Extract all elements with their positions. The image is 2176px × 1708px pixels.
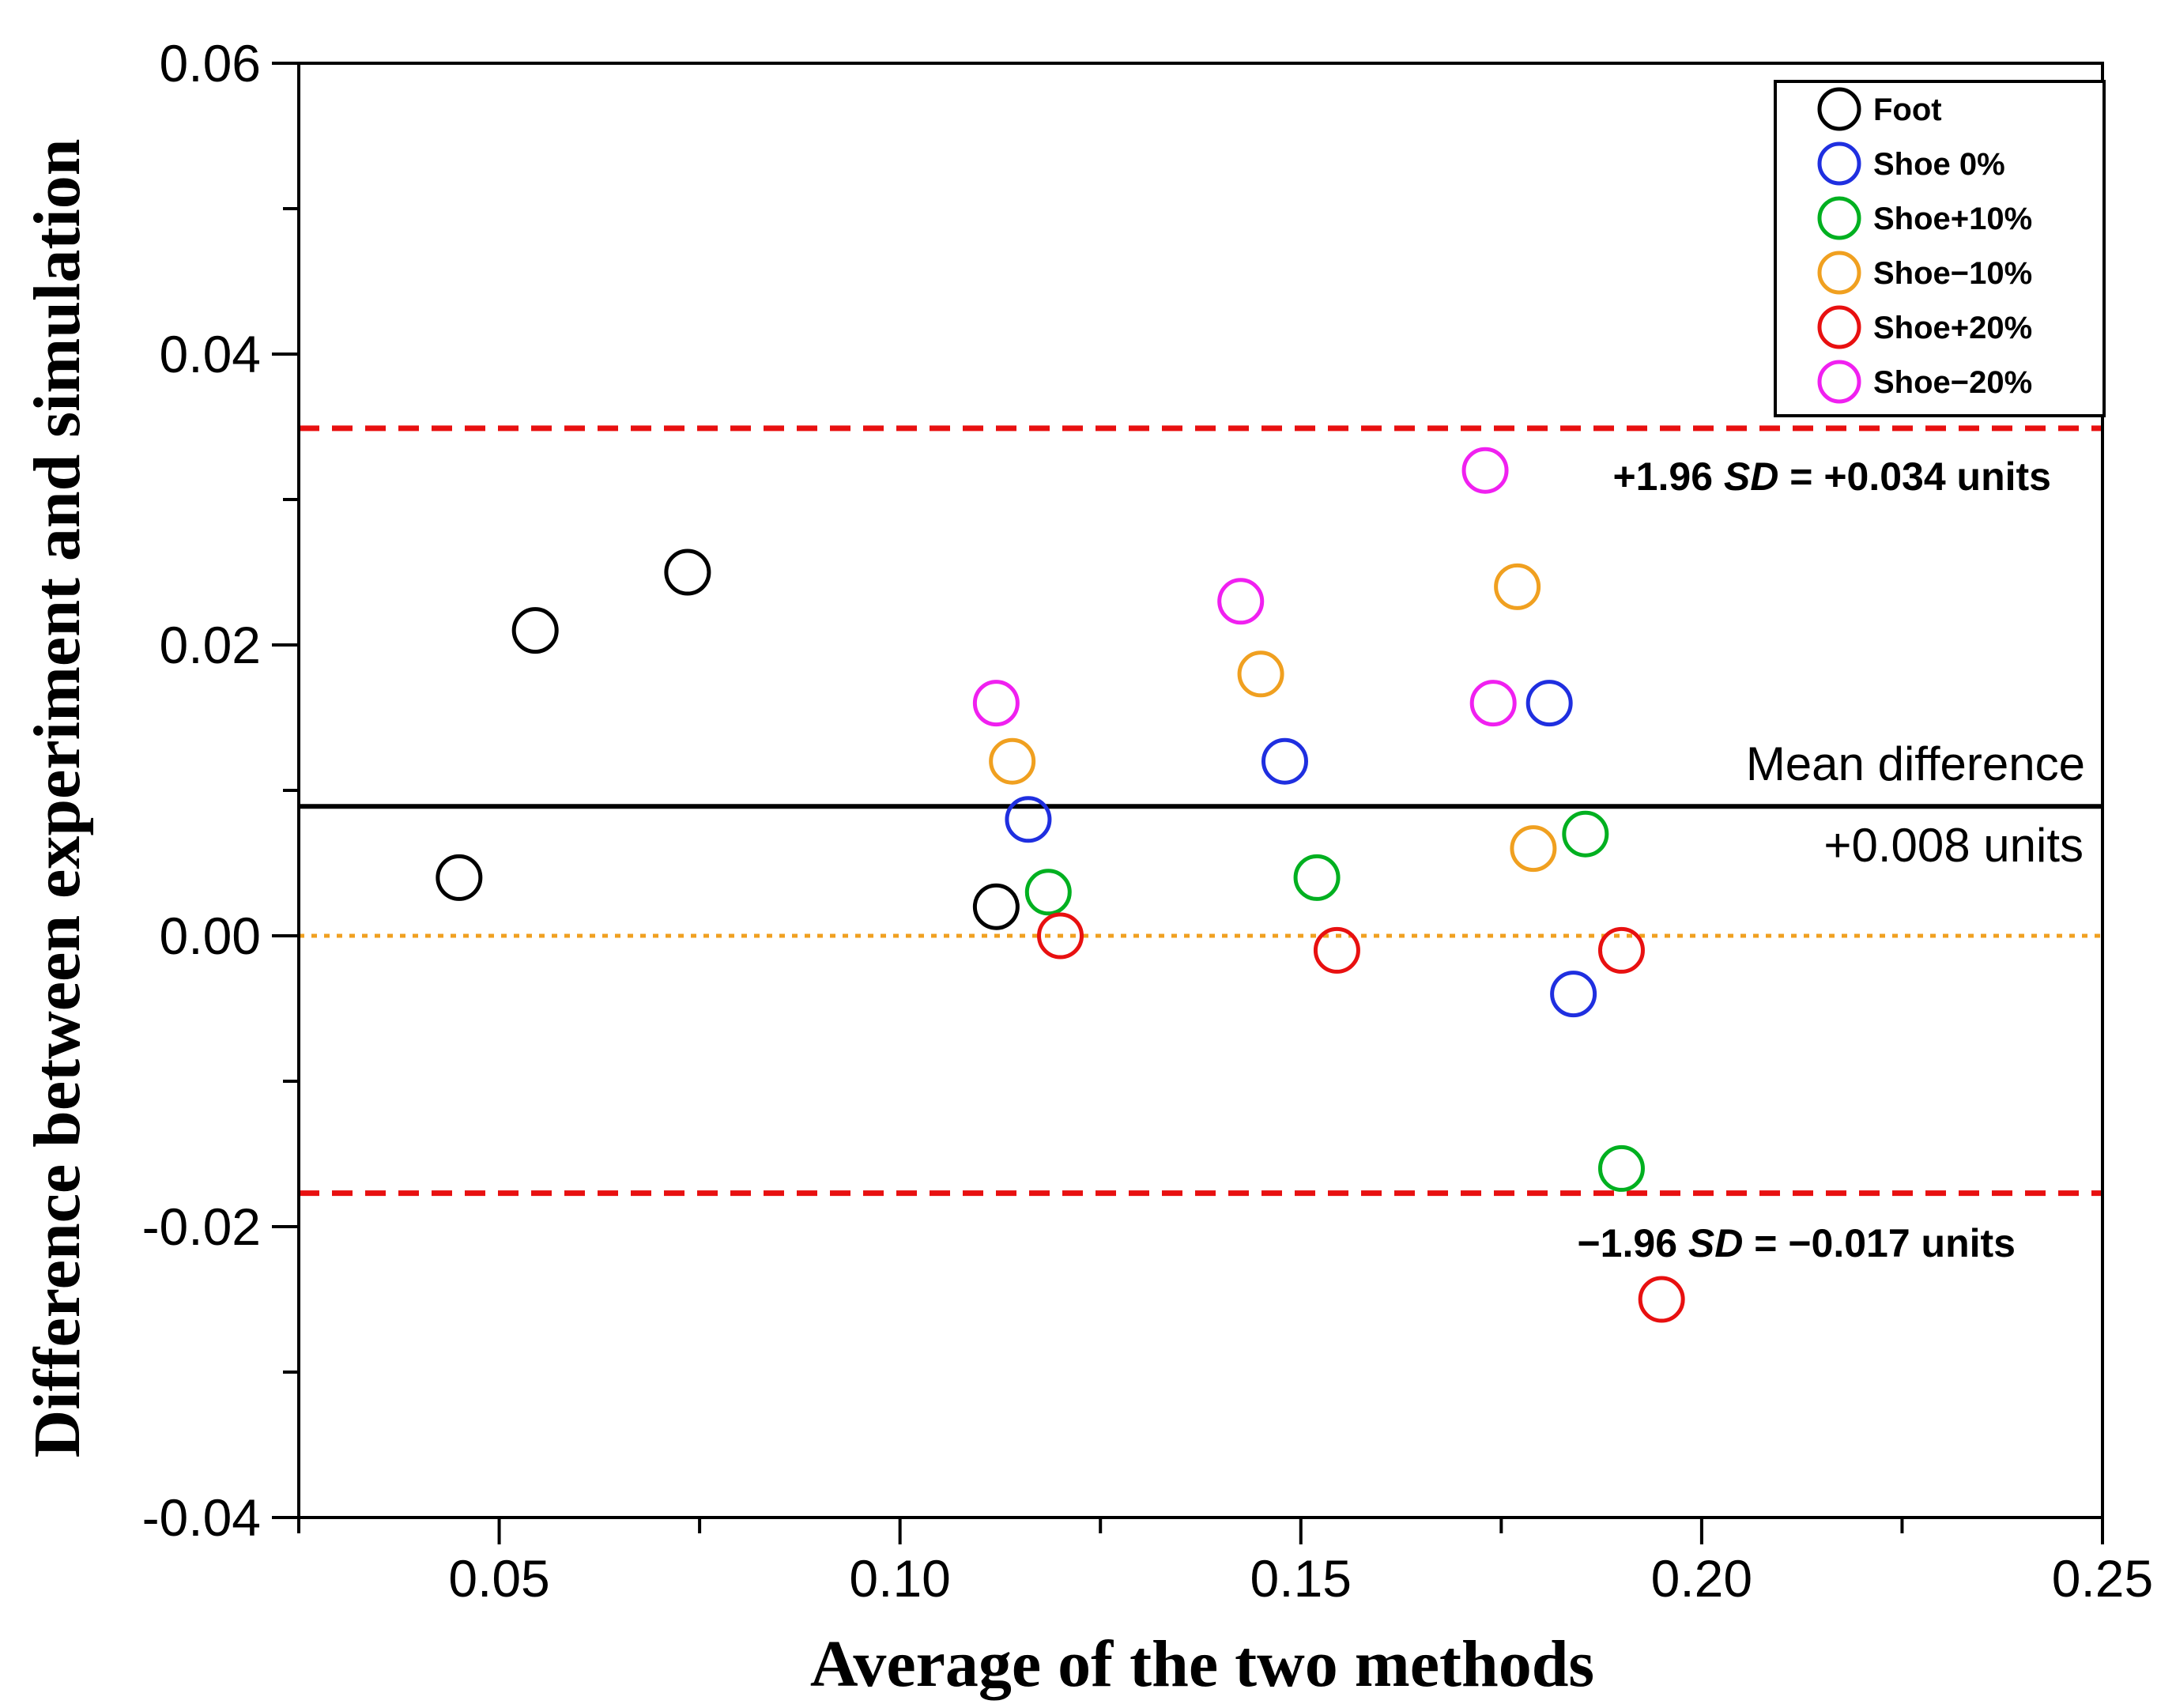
legend-box xyxy=(1774,80,2106,417)
data-point-shoe-0- xyxy=(1005,796,1052,843)
data-point-shoe-20- xyxy=(1313,926,1360,974)
data-point-foot xyxy=(664,549,711,596)
data-point-shoe-10- xyxy=(1597,1144,1645,1192)
mean-difference-label: Mean difference xyxy=(1746,737,2085,790)
data-point-foot xyxy=(436,854,483,901)
legend-marker xyxy=(1817,360,1861,404)
data-point-shoe-10- xyxy=(1237,650,1284,698)
lower-limit-sd: SD xyxy=(1688,1221,1743,1265)
upper-limit-prefix: +1.96 xyxy=(1612,454,1723,499)
x-tick-label: 0.15 xyxy=(1250,1549,1352,1608)
legend-marker xyxy=(1817,141,1861,186)
data-point-shoe-20- xyxy=(1638,1276,1685,1323)
data-point-shoe-10- xyxy=(989,737,1036,785)
y-tick-label: 0.00 xyxy=(160,907,261,965)
upper-limit-value: = +0.034 units xyxy=(1778,454,2051,499)
data-point-shoe-20- xyxy=(1037,912,1084,960)
data-point-shoe-10- xyxy=(1024,869,1072,916)
data-point-shoe-10- xyxy=(1562,810,1609,858)
x-tick-label: 0.05 xyxy=(448,1549,549,1608)
data-point-shoe-10- xyxy=(1510,825,1557,873)
data-point-foot xyxy=(511,607,559,654)
x-tick-label: 0.10 xyxy=(849,1549,950,1608)
legend: Foot Shoe 0% Shoe+10% Shoe−10% Shoe+20% Shoe−… xyxy=(1774,80,2106,417)
upper-limit-annotation: +1.96 SD = +0.034 units xyxy=(1612,454,2051,499)
legend-marker xyxy=(1817,305,1861,349)
data-point-shoe-20- xyxy=(1597,926,1645,974)
data-points xyxy=(436,447,1685,1323)
legend-label: Foot xyxy=(1873,92,1942,127)
plot-frame xyxy=(297,62,2104,1519)
mean-difference-value: +0.008 units xyxy=(1823,819,2084,872)
legend-marker xyxy=(1817,87,1861,131)
data-point-shoe-0- xyxy=(1550,971,1597,1018)
data-point-shoe-20- xyxy=(1461,447,1509,494)
lower-limit-value: = −0.017 units xyxy=(1743,1221,2016,1265)
legend-marker xyxy=(1817,196,1861,240)
y-tick-label: 0.06 xyxy=(160,34,261,92)
legend-label: Shoe−20% xyxy=(1873,365,2032,400)
legend-marker xyxy=(1817,251,1861,295)
data-point-foot xyxy=(972,883,1020,930)
y-tick-label: -0.02 xyxy=(142,1197,261,1256)
legend-label: Shoe+10% xyxy=(1873,202,2032,236)
lower-limit-prefix: −1.96 xyxy=(1577,1221,1688,1265)
data-point-shoe-0- xyxy=(1525,680,1573,727)
y-axis-title: Difference between experiment and simula… xyxy=(21,139,94,1458)
data-point-shoe-10- xyxy=(1293,854,1341,901)
legend-label: Shoe−10% xyxy=(1873,256,2032,291)
axis-ticks xyxy=(272,62,2104,1544)
axis-tick-labels: 0.05 0.10 0.15 0.20 0.25 -0.04 -0.02 0.00 0.02 0.… xyxy=(142,34,2154,1608)
lower-limit-annotation: −1.96 SD = −0.017 units xyxy=(1577,1221,2016,1265)
x-tick-label: 0.25 xyxy=(2052,1549,2153,1608)
y-tick-label: -0.04 xyxy=(142,1488,261,1547)
data-point-shoe-20- xyxy=(1217,578,1265,625)
x-axis-title: Average of the two methods xyxy=(810,1627,1594,1701)
y-tick-label: 0.02 xyxy=(160,616,261,674)
data-point-shoe-0- xyxy=(1261,737,1308,785)
data-point-shoe-20- xyxy=(1469,680,1517,727)
x-tick-label: 0.20 xyxy=(1651,1549,1752,1608)
data-point-shoe-10- xyxy=(1494,563,1541,610)
data-point-shoe-20- xyxy=(972,680,1020,727)
y-tick-label: 0.04 xyxy=(160,325,261,383)
legend-label: Shoe 0% xyxy=(1873,147,2005,182)
upper-limit-sd: SD xyxy=(1724,454,1778,499)
legend-label: Shoe+20% xyxy=(1873,311,2032,345)
reference-lines xyxy=(299,425,2102,1197)
